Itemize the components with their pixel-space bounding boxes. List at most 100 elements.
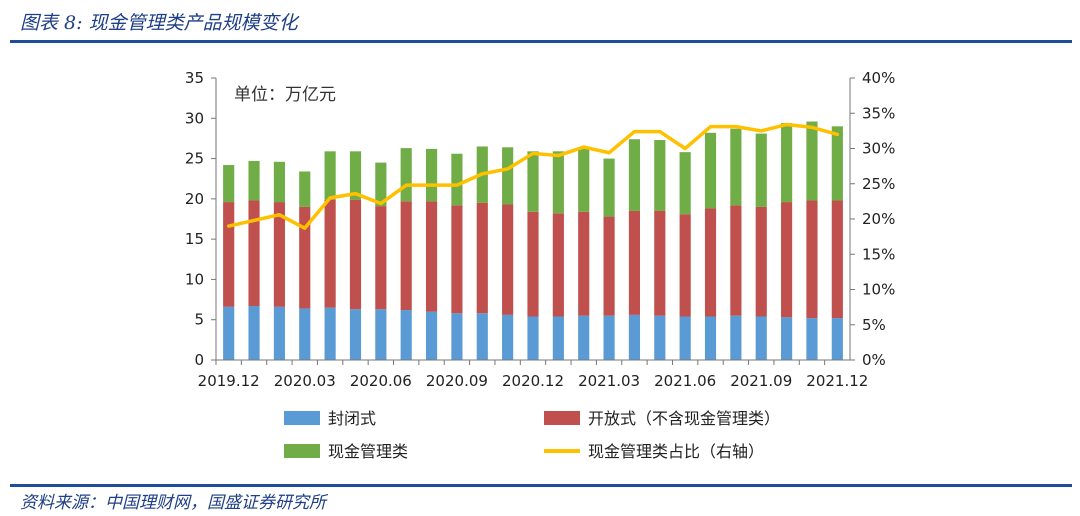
bar-closed-2020.11	[502, 314, 514, 360]
bar-open-2019.12	[223, 202, 235, 307]
bar-cash-2021.01	[552, 151, 564, 214]
bar-cash-2020.08	[425, 148, 438, 202]
bar-cash-2021.11	[806, 121, 818, 201]
bar-closed-2020.09	[451, 313, 463, 360]
y-right-tick-label: 20%	[862, 210, 895, 228]
bar-cash-2020.06	[375, 162, 387, 207]
axes-layer: 0 5 10 15 20 25 30 35 0% 5% 10% 15% 20% 25% 30% 35% 40% 2…	[185, 69, 895, 390]
bar-closed-2021.08	[730, 315, 742, 360]
bar-open-2021.04	[628, 210, 641, 315]
bar-open-2021.11	[806, 200, 818, 319]
bar-cash-2021.07	[704, 132, 717, 209]
bar-cash-2021.06	[679, 152, 691, 215]
y-right-tick-label: 10%	[862, 281, 895, 299]
x-tick-label: 2020.12	[502, 372, 564, 390]
bar-open-2021.01	[552, 213, 564, 317]
stacked-bar-line-chart: 0 5 10 15 20 25 30 35 0% 5% 10% 15% 20% 25% 30% 35% 40% 2…	[185, 69, 895, 461]
bar-closed-2021.10	[781, 317, 793, 360]
bar-cash-2020.04	[324, 151, 336, 200]
bar-open-2021.03	[603, 216, 615, 316]
legend-label: 封闭式	[328, 409, 376, 428]
bar-closed-2020.07	[400, 310, 412, 360]
y-right-tick-label: 35%	[862, 104, 895, 122]
y-left-tick-label: 0	[194, 351, 204, 369]
bar-cash-2021.02	[578, 147, 590, 212]
bar-cash-2021.05	[654, 140, 666, 211]
bar-open-2021.08	[730, 205, 742, 316]
bar-open-2021.12	[831, 200, 843, 319]
bar-open-2020.02	[273, 202, 285, 307]
x-tick-label: 2021.06	[654, 372, 716, 390]
bar-closed-2021.09	[755, 316, 767, 360]
bar-closed-2021.06	[679, 316, 691, 360]
bar-closed-2021.12	[831, 318, 843, 360]
source-note: 资料来源：中国理财网，国盛证券研究所	[20, 493, 326, 513]
bar-cash-2019.12	[223, 165, 235, 203]
bar-cash-2021.08	[730, 128, 742, 206]
x-tick-label: 2020.09	[426, 372, 488, 390]
header-divider	[10, 40, 1072, 43]
bar-closed-2020.05	[349, 309, 362, 360]
legend: 封闭式 开放式（不含现金管理类） 现金管理类 现金管理类占比（右轴）	[284, 409, 780, 461]
bar-closed-2020.04	[324, 307, 336, 360]
bar-open-2020.06	[375, 206, 387, 310]
x-tick-label: 2020.03	[274, 372, 336, 390]
bar-cash-2020.07	[400, 148, 412, 202]
bar-cash-2020.03	[299, 171, 311, 207]
legend-label: 现金管理类占比（右轴）	[588, 442, 764, 461]
bar-open-2020.01	[248, 200, 260, 307]
y-right-tick-label: 25%	[862, 175, 895, 193]
bar-cash-2020.12	[527, 151, 539, 212]
bar-open-2020.05	[349, 199, 362, 310]
figure-title: 图表 8: 现金管理类产品规模变化	[20, 12, 298, 34]
legend-label: 现金管理类	[328, 442, 408, 461]
bar-closed-2021.05	[654, 315, 666, 360]
x-tick-label: 2021.12	[806, 372, 868, 390]
legend-label: 开放式（不含现金管理类）	[588, 409, 780, 428]
bar-closed-2020.12	[527, 316, 539, 360]
bar-open-2020.11	[502, 204, 514, 315]
bar-cash-2021.10	[781, 123, 793, 203]
x-tick-label: 2020.06	[350, 372, 412, 390]
bar-cash-2020.05	[349, 151, 362, 200]
bar-cash-2020.11	[502, 147, 514, 205]
bar-open-2020.08	[425, 201, 438, 312]
line-layer	[226, 122, 840, 230]
y-left-tick-label: 15	[185, 230, 204, 248]
bar-open-2021.10	[781, 202, 793, 318]
bar-open-2021.02	[578, 211, 590, 316]
bar-cash-2021.03	[603, 158, 615, 217]
bar-closed-2021.04	[628, 314, 641, 360]
y-right-tick-label: 15%	[862, 245, 895, 263]
bar-open-2020.09	[451, 205, 463, 314]
bar-closed-2021.11	[806, 318, 818, 360]
bar-open-2021.06	[679, 214, 691, 317]
bar-cash-2021.09	[755, 133, 767, 207]
bar-closed-2019.12	[223, 306, 235, 360]
y-right-tick-label: 30%	[862, 140, 895, 158]
footer-divider	[10, 484, 1072, 487]
y-right-tick-label: 0%	[862, 351, 886, 369]
y-left-tick-label: 10	[185, 270, 204, 288]
bar-open-2021.05	[654, 210, 666, 316]
bar-closed-2020.08	[425, 311, 438, 360]
y-right-tick-label: 40%	[862, 69, 895, 87]
y-left-tick-label: 35	[185, 69, 204, 87]
legend-swatch	[284, 444, 320, 458]
bar-closed-2020.02	[273, 306, 285, 360]
y-left-tick-label: 5	[194, 311, 204, 329]
bar-cash-2020.01	[248, 160, 260, 201]
bar-closed-2021.03	[603, 315, 615, 360]
bar-open-2020.03	[299, 206, 311, 309]
bar-cash-2021.12	[831, 126, 843, 201]
bar-open-2020.04	[324, 199, 336, 308]
x-tick-label: 2019.12	[198, 372, 260, 390]
bar-closed-2021.02	[578, 315, 590, 360]
bar-closed-2021.07	[704, 316, 717, 360]
unit-note: 单位：万亿元	[234, 85, 336, 105]
bar-open-2020.10	[476, 202, 488, 314]
legend-swatch	[284, 411, 320, 425]
bar-cash-2020.09	[451, 153, 463, 206]
x-tick-label: 2021.09	[730, 372, 792, 390]
bar-closed-2021.01	[552, 316, 564, 360]
